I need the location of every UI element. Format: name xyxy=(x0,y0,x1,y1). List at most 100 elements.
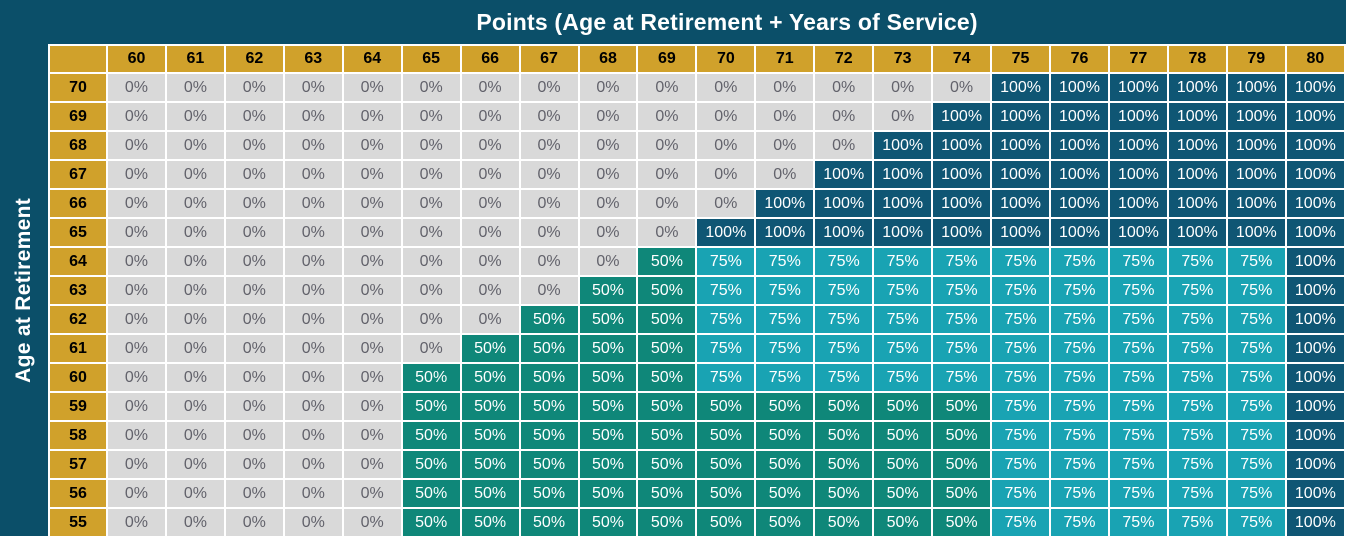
cell-age-65-points-68: 0% xyxy=(577,217,639,248)
row-header-55: 55 xyxy=(48,507,108,536)
cell-age-65-points-76: 100% xyxy=(1049,217,1110,248)
cell-age-62-points-67: 50% xyxy=(518,304,580,335)
table-row-age-68: 68 0% 0% 0% 0% 0% 0% 0% 0% 0% 0% 0% 0% 0% 100% 100% 100%… xyxy=(48,130,1346,161)
cell-age-60-points-62: 0% xyxy=(223,362,285,393)
cell-age-61-points-79: 75% xyxy=(1225,333,1287,364)
cell-age-57-points-67: 50% xyxy=(518,449,580,480)
cell-age-68-points-74: 100% xyxy=(931,130,993,161)
cell-age-63-points-68: 50% xyxy=(577,275,639,306)
cell-age-61-points-74: 75% xyxy=(931,333,993,364)
cell-age-64-points-62: 0% xyxy=(223,246,285,277)
cell-age-64-points-78: 75% xyxy=(1166,246,1228,277)
cell-age-61-points-65: 0% xyxy=(400,333,462,364)
cell-age-66-points-66: 0% xyxy=(459,188,521,219)
cell-age-60-points-72: 75% xyxy=(813,362,875,393)
cell-age-70-points-80: 100% xyxy=(1284,72,1346,103)
cell-age-61-points-71: 75% xyxy=(754,333,816,364)
col-header-66: 66 xyxy=(459,44,521,74)
cell-age-68-points-79: 100% xyxy=(1225,130,1287,161)
cell-age-69-points-79: 100% xyxy=(1225,101,1287,132)
row-header-56: 56 xyxy=(48,478,108,509)
cell-age-57-points-65: 50% xyxy=(400,449,462,480)
cell-age-70-points-77: 100% xyxy=(1107,72,1169,103)
cell-age-60-points-64: 0% xyxy=(341,362,403,393)
col-header-78: 78 xyxy=(1166,44,1228,74)
cell-age-55-points-75: 75% xyxy=(990,507,1051,536)
y-axis-label: Age at Retirement xyxy=(12,197,35,383)
cell-age-56-points-75: 75% xyxy=(990,478,1051,509)
cell-age-67-points-62: 0% xyxy=(223,159,285,190)
cell-age-66-points-73: 100% xyxy=(872,188,934,219)
cell-age-69-points-71: 0% xyxy=(754,101,816,132)
cell-age-61-points-68: 50% xyxy=(577,333,639,364)
cell-age-57-points-66: 50% xyxy=(459,449,521,480)
cell-age-68-points-77: 100% xyxy=(1107,130,1169,161)
col-header-76: 76 xyxy=(1049,44,1110,74)
row-header-57: 57 xyxy=(48,449,108,480)
cell-age-68-points-61: 0% xyxy=(164,130,226,161)
cell-age-66-points-72: 100% xyxy=(813,188,875,219)
cell-age-70-points-66: 0% xyxy=(459,72,521,103)
cell-age-64-points-61: 0% xyxy=(164,246,226,277)
cell-age-67-points-74: 100% xyxy=(931,159,993,190)
table-row-age-67: 67 0% 0% 0% 0% 0% 0% 0% 0% 0% 0% 0% 0% 100% 100% 100% 10… xyxy=(48,159,1346,190)
table-row-age-63: 63 0% 0% 0% 0% 0% 0% 0% 0% 50% 50% 75% 75% 75% 75% 75% 7… xyxy=(48,275,1346,306)
cell-age-67-points-65: 0% xyxy=(400,159,462,190)
cell-age-68-points-70: 0% xyxy=(695,130,757,161)
table-row-age-64: 64 0% 0% 0% 0% 0% 0% 0% 0% 0% 50% 75% 75% 75% 75% 75% 75… xyxy=(48,246,1346,277)
cell-age-65-points-61: 0% xyxy=(164,217,226,248)
row-header-65: 65 xyxy=(48,217,108,248)
col-header-68: 68 xyxy=(577,44,639,74)
col-header-62: 62 xyxy=(223,44,285,74)
cell-age-65-points-79: 100% xyxy=(1225,217,1287,248)
cell-age-69-points-69: 0% xyxy=(636,101,698,132)
cell-age-60-points-66: 50% xyxy=(459,362,521,393)
col-header-80: 80 xyxy=(1284,44,1346,74)
cell-age-62-points-74: 75% xyxy=(931,304,993,335)
cell-age-64-points-66: 0% xyxy=(459,246,521,277)
cell-age-70-points-78: 100% xyxy=(1166,72,1228,103)
cell-age-70-points-61: 0% xyxy=(164,72,226,103)
cell-age-61-points-78: 75% xyxy=(1166,333,1228,364)
col-header-70: 70 xyxy=(695,44,757,74)
cell-age-64-points-75: 75% xyxy=(990,246,1051,277)
col-header-71: 71 xyxy=(754,44,816,74)
cell-age-63-points-64: 0% xyxy=(341,275,403,306)
cell-age-57-points-69: 50% xyxy=(636,449,698,480)
column-header-row: 60 61 62 63 64 65 66 67 68 69 70 71 72 73 74 75 76 77 78 79… xyxy=(48,44,1346,74)
col-header-69: 69 xyxy=(636,44,698,74)
cell-age-66-points-74: 100% xyxy=(931,188,993,219)
cell-age-59-points-60: 0% xyxy=(106,391,167,422)
cell-age-69-points-64: 0% xyxy=(341,101,403,132)
cell-age-69-points-60: 0% xyxy=(106,101,167,132)
cell-age-58-points-65: 50% xyxy=(400,420,462,451)
cell-age-66-points-64: 0% xyxy=(341,188,403,219)
cell-age-65-points-66: 0% xyxy=(459,217,521,248)
cell-age-60-points-63: 0% xyxy=(282,362,344,393)
cell-age-57-points-76: 75% xyxy=(1049,449,1110,480)
cell-age-56-points-78: 75% xyxy=(1166,478,1228,509)
cell-age-64-points-80: 100% xyxy=(1284,246,1346,277)
row-header-58: 58 xyxy=(48,420,108,451)
cell-age-60-points-60: 0% xyxy=(106,362,167,393)
cell-age-69-points-63: 0% xyxy=(282,101,344,132)
cell-age-58-points-78: 75% xyxy=(1166,420,1228,451)
cell-age-60-points-65: 50% xyxy=(400,362,462,393)
cell-age-64-points-70: 75% xyxy=(695,246,757,277)
cell-age-67-points-69: 0% xyxy=(636,159,698,190)
cell-age-63-points-67: 0% xyxy=(518,275,580,306)
cell-age-68-points-64: 0% xyxy=(341,130,403,161)
cell-age-64-points-71: 75% xyxy=(754,246,816,277)
cell-age-65-points-80: 100% xyxy=(1284,217,1346,248)
cell-age-67-points-60: 0% xyxy=(106,159,167,190)
cell-age-70-points-70: 0% xyxy=(695,72,757,103)
cell-age-66-points-68: 0% xyxy=(577,188,639,219)
cell-age-69-points-78: 100% xyxy=(1166,101,1228,132)
cell-age-69-points-68: 0% xyxy=(577,101,639,132)
cell-age-55-points-70: 50% xyxy=(695,507,757,536)
cell-age-68-points-71: 0% xyxy=(754,130,816,161)
cell-age-58-points-61: 0% xyxy=(164,420,226,451)
cell-age-69-points-61: 0% xyxy=(164,101,226,132)
cell-age-61-points-64: 0% xyxy=(341,333,403,364)
